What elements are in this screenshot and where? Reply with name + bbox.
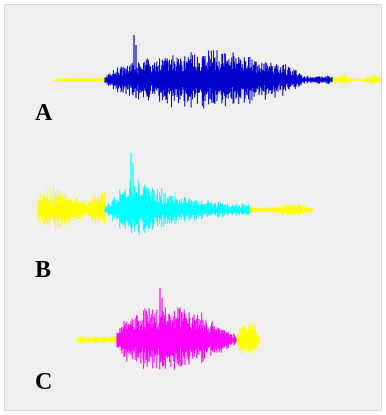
waveform-c-peak [159, 288, 163, 358]
waveform-a-segment-2 [104, 50, 333, 109]
waveform-b-segment-2 [104, 180, 251, 235]
waveform-a-segment-3 [332, 74, 381, 85]
waveform-figure-panel: A B C [4, 4, 382, 411]
panel-label-c: C [35, 369, 53, 395]
waveform-b-segment-3 [249, 203, 314, 217]
waveform-c-segment-2 [116, 307, 238, 370]
waveform-a [54, 35, 381, 109]
waveform-c-segment-3 [236, 323, 260, 355]
waveform-b-segment-1 [37, 186, 105, 231]
waveform-c-segment-1 [76, 335, 118, 344]
waveform-b-peak [130, 153, 134, 228]
waveform-a-peak [133, 35, 137, 98]
waveform-canvas [37, 35, 381, 370]
panel-label-a: A [35, 100, 53, 126]
waveform-a-segment-1 [54, 77, 106, 83]
waveform-c [76, 288, 260, 370]
waveform-b [37, 153, 314, 235]
panel-label-b: B [35, 257, 52, 283]
